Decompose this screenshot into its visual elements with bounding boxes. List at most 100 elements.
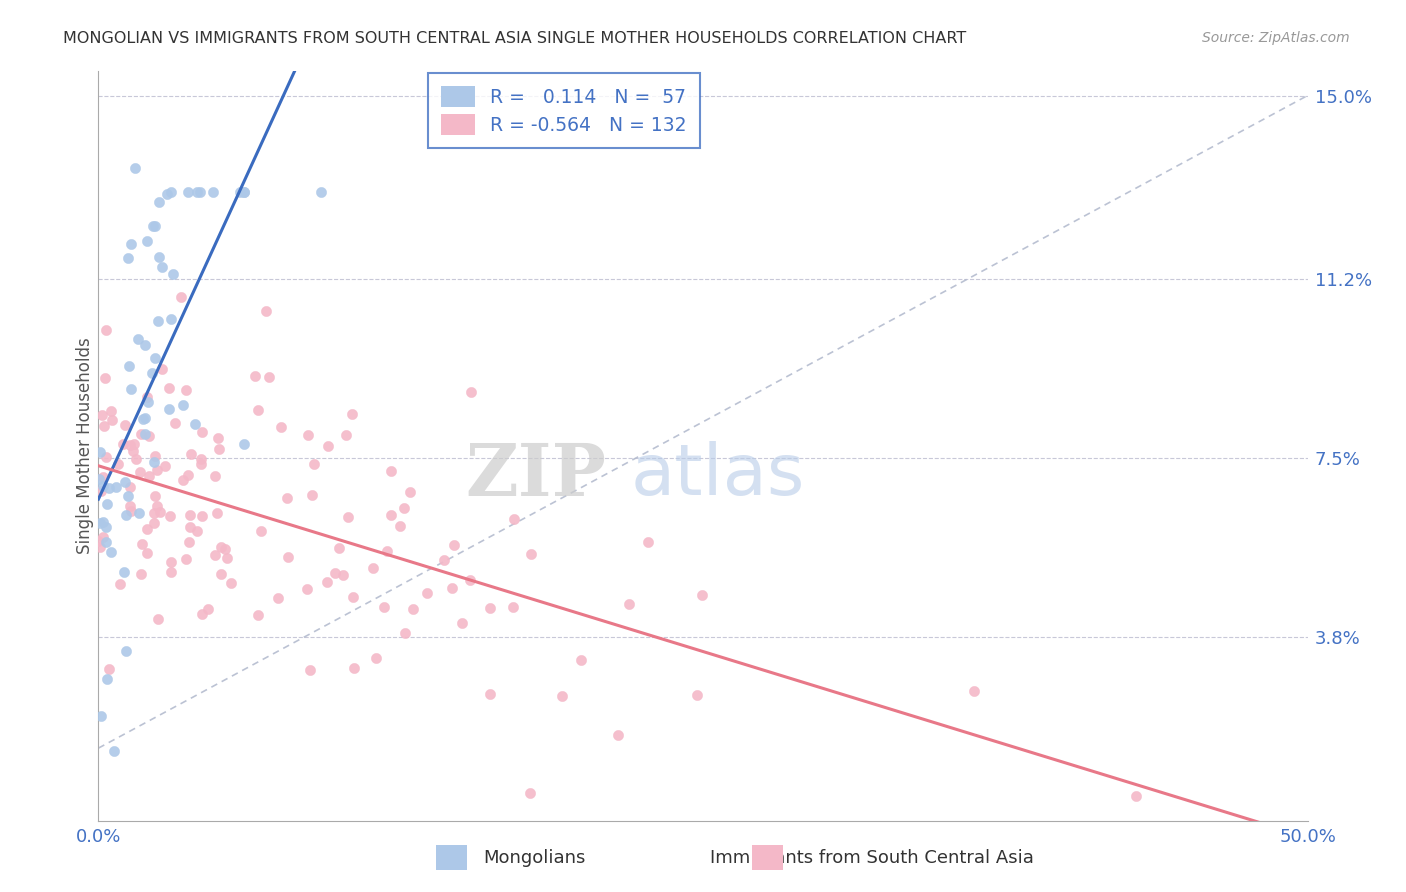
Point <box>96 323 118 337</box>
Point <box>416 586 439 600</box>
Point <box>122 437 145 451</box>
Point <box>129 465 152 479</box>
Point <box>143 351 166 365</box>
Point <box>160 555 183 569</box>
Point <box>120 438 142 452</box>
Point <box>96 519 118 533</box>
Point <box>146 612 169 626</box>
Point <box>394 625 416 640</box>
Point <box>337 510 360 524</box>
Point <box>366 650 388 665</box>
Point <box>209 566 232 581</box>
Point <box>204 548 226 562</box>
Point <box>142 219 165 233</box>
Point <box>569 653 592 667</box>
Point <box>122 444 145 458</box>
Point <box>120 236 142 251</box>
Point <box>90 408 112 422</box>
Point <box>103 744 125 758</box>
Point <box>323 566 346 580</box>
Point <box>107 457 129 471</box>
Point <box>87 472 110 486</box>
Point <box>127 332 149 346</box>
Point <box>145 219 167 233</box>
Point <box>380 508 402 523</box>
Point <box>93 418 115 433</box>
Point <box>118 499 141 513</box>
Point <box>136 546 159 560</box>
Point <box>150 362 173 376</box>
Point <box>117 489 139 503</box>
Point <box>299 663 322 677</box>
Point <box>114 418 136 433</box>
Point <box>204 468 226 483</box>
Point <box>606 728 628 742</box>
Point <box>136 395 159 409</box>
Point <box>277 550 299 565</box>
Point <box>479 687 502 701</box>
Point <box>136 391 159 405</box>
Point <box>340 407 363 421</box>
Point <box>153 458 176 473</box>
Point <box>134 410 156 425</box>
Point <box>232 185 254 199</box>
Point <box>302 457 325 471</box>
Point <box>96 673 118 687</box>
Point <box>191 508 214 523</box>
Point <box>117 359 139 373</box>
Point <box>162 267 184 281</box>
Point <box>146 499 169 513</box>
Point <box>184 417 207 432</box>
Point <box>145 489 167 503</box>
Point <box>219 575 242 590</box>
Point <box>266 591 288 606</box>
Point <box>150 260 173 274</box>
Point <box>90 484 112 499</box>
Point <box>637 534 659 549</box>
Point <box>186 185 208 199</box>
Point <box>135 234 157 248</box>
Point <box>179 520 201 534</box>
Point <box>250 524 273 538</box>
Point <box>100 545 122 559</box>
Point <box>335 428 357 442</box>
Point <box>617 597 640 611</box>
Point <box>138 429 160 443</box>
Point <box>174 552 197 566</box>
Point <box>519 786 541 800</box>
Point <box>398 484 420 499</box>
Point <box>342 591 364 605</box>
Point <box>963 684 986 698</box>
Point <box>254 304 277 318</box>
Point <box>89 516 111 530</box>
Point <box>197 602 219 616</box>
Point <box>309 185 332 199</box>
Point <box>380 464 402 478</box>
Point <box>101 413 124 427</box>
Point <box>207 431 229 445</box>
Point <box>205 506 228 520</box>
Point <box>100 403 122 417</box>
Point <box>145 449 167 463</box>
Point <box>270 420 292 434</box>
Point <box>177 185 200 199</box>
Point <box>217 550 239 565</box>
Point <box>138 468 160 483</box>
Point <box>124 161 146 175</box>
Point <box>503 512 526 526</box>
Point <box>209 541 232 555</box>
Point <box>112 436 135 450</box>
Point <box>479 600 502 615</box>
Point <box>502 599 524 614</box>
Point <box>191 607 214 622</box>
Point <box>98 481 121 495</box>
Legend: R =   0.114   N =  57, R = -0.564   N = 132: R = 0.114 N = 57, R = -0.564 N = 132 <box>429 73 700 148</box>
Point <box>208 442 231 456</box>
Point <box>295 582 318 596</box>
Point <box>112 566 135 580</box>
Point <box>136 522 159 536</box>
Point <box>91 515 114 529</box>
Point <box>276 491 298 505</box>
Text: ZIP: ZIP <box>465 441 606 511</box>
Text: MONGOLIAN VS IMMIGRANTS FROM SOUTH CENTRAL ASIA SINGLE MOTHER HOUSEHOLDS CORRELA: MONGOLIAN VS IMMIGRANTS FROM SOUTH CENTR… <box>63 31 966 46</box>
